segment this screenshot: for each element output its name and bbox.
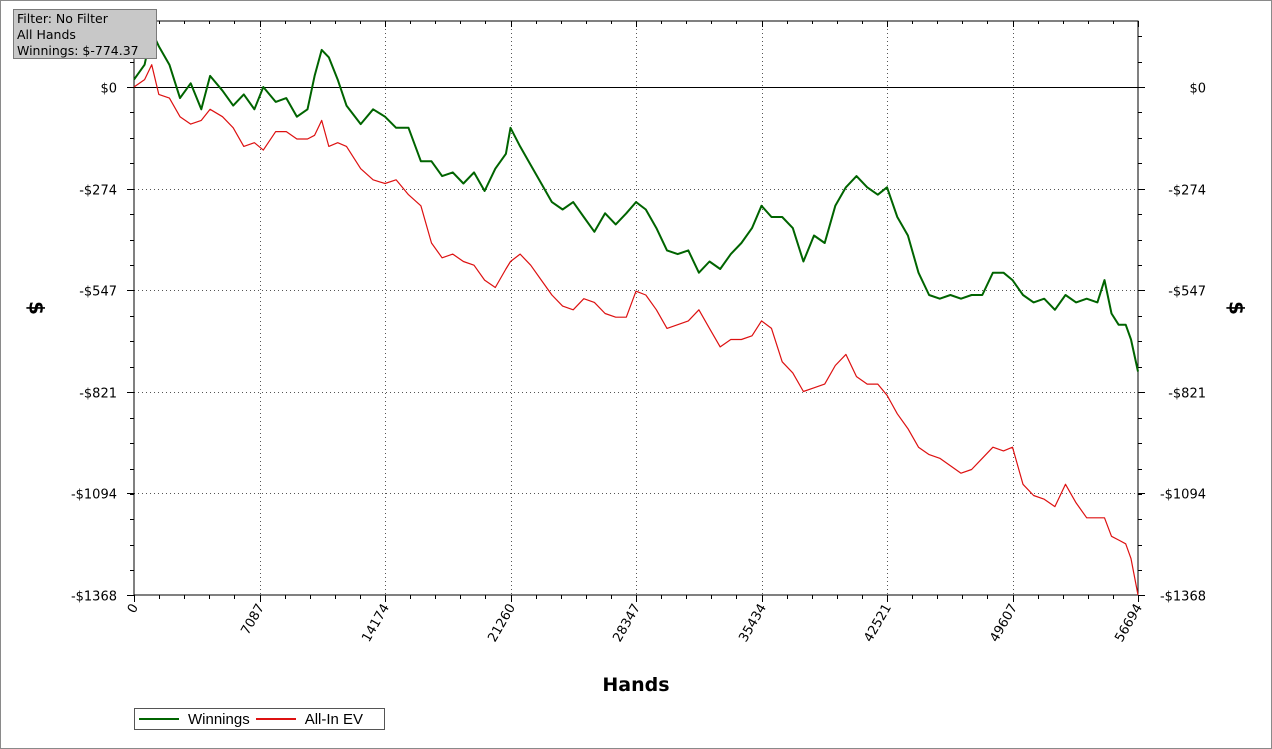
- x-axis-title: Hands: [602, 674, 669, 696]
- x-tick-label: 28347: [610, 602, 644, 645]
- x-tick-label: 0: [125, 602, 142, 617]
- series-layer: [133, 30, 1139, 596]
- x-tick-label: 35434: [736, 602, 770, 645]
- legend-entry-winnings: Winnings: [139, 711, 250, 728]
- x-tick-label: 7087: [238, 602, 268, 638]
- y-axis-title-right: $: [1225, 301, 1249, 315]
- y-tick-label-right: $0: [1189, 82, 1206, 97]
- grid-layer: [134, 21, 1138, 595]
- x-tick-label: 42521: [861, 602, 895, 645]
- info-box: Filter: No Filter All Hands Winnings: $-…: [13, 9, 157, 59]
- x-tick-label: 49607: [987, 602, 1021, 645]
- y-tick-label-left: $0: [100, 82, 117, 97]
- label-layer: 0 7087 14174 21260 28347 35434 42521 49607 56694…: [71, 82, 1206, 645]
- legend-label-winnings: Winnings: [188, 710, 250, 728]
- y-tick-label-right: -$1094: [1160, 488, 1206, 503]
- legend-entry-allin-ev: All-In EV: [255, 710, 364, 728]
- axis-layer: [127, 20, 1145, 602]
- info-filter: Filter: No Filter: [17, 11, 108, 26]
- info-winnings: Winnings: $-774.37: [17, 43, 139, 58]
- y-tick-label-left: -$1094: [71, 488, 117, 503]
- y-tick-label-right: -$274: [1168, 184, 1206, 199]
- legend: Winnings All-In EV: [134, 708, 385, 730]
- winnings-line: [133, 30, 1139, 372]
- y-tick-label-right: -$1368: [1160, 590, 1206, 605]
- y-tick-label-left: -$821: [79, 387, 117, 402]
- y-axis-title-left: $: [25, 301, 49, 315]
- y-tick-label-left: -$1368: [71, 590, 117, 605]
- y-tick-label-left: -$274: [79, 184, 117, 199]
- x-tick-label: 14174: [359, 602, 393, 645]
- allin-ev-line: [133, 64, 1139, 596]
- legend-label-allin-ev: All-In EV: [304, 710, 364, 728]
- y-tick-label-right: -$821: [1168, 387, 1206, 402]
- x-tick-label: 56694: [1112, 602, 1146, 645]
- legend-swatch-allin-ev: [255, 718, 296, 720]
- info-hands: All Hands: [17, 27, 76, 42]
- legend-swatch-winnings: [139, 718, 179, 720]
- x-tick-label: 21260: [485, 602, 519, 645]
- y-tick-label-right: -$547: [1168, 285, 1206, 300]
- plot-area: [133, 20, 1139, 596]
- y-tick-label-left: -$547: [79, 285, 117, 300]
